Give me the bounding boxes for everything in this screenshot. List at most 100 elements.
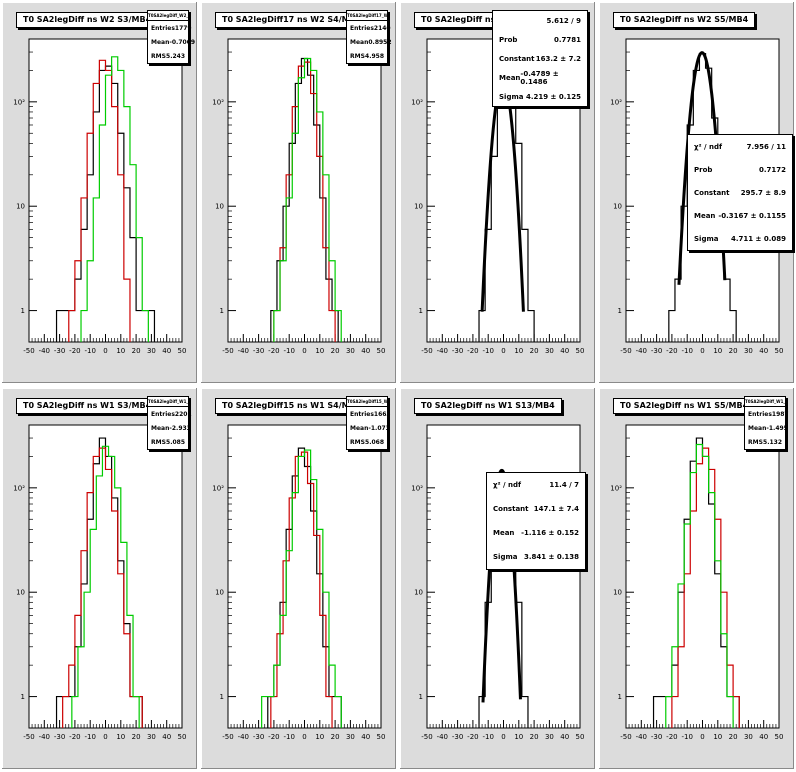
fit-value: 4.711 ± 0.089 xyxy=(730,234,786,243)
stats-row: Entries 1779 xyxy=(148,21,192,35)
y-tick-label: 10 xyxy=(414,589,423,597)
y-tick-label: 10 xyxy=(16,203,25,211)
histogram-series xyxy=(273,57,342,342)
stats-row: RMS 5.085 xyxy=(148,435,188,449)
fit-row: Constant 295.7 ± 8.9 xyxy=(688,181,792,204)
x-tick-label: 0 xyxy=(103,733,107,741)
x-tick-label: -10 xyxy=(681,733,692,741)
x-tick-label: -50 xyxy=(222,347,233,355)
x-tick-label: 0 xyxy=(700,347,704,355)
x-tick-label: -20 xyxy=(666,733,677,741)
x-tick-label: -30 xyxy=(54,347,65,355)
fit-row: Prob 0.7172 xyxy=(688,158,792,181)
y-tick-label: 10 xyxy=(613,589,622,597)
y-tick-label: 10² xyxy=(411,98,423,106)
x-tick-label: 20 xyxy=(132,733,141,741)
x-tick-label: 0 xyxy=(302,347,306,355)
histogram-plot: -50 -40 -30 -20 -10 0 10 20 30 40 50 1 10 10² xyxy=(212,424,386,741)
histogram-series xyxy=(671,447,740,728)
x-tick-label: -10 xyxy=(482,347,493,355)
y-tick-label: 10² xyxy=(212,484,224,492)
x-tick-label: 40 xyxy=(162,733,171,741)
x-tick-label: -10 xyxy=(84,733,95,741)
fit-value: 3.841 ± 0.138 xyxy=(523,553,579,561)
x-tick-label: -20 xyxy=(467,733,478,741)
plot-frame xyxy=(28,424,183,729)
fit-results-box: 5.612 / 9 Prob 0.7781 Constant 163.2 ± 7.2 Me… xyxy=(492,10,588,107)
fit-value: 4.219 ± 0.125 xyxy=(525,92,581,101)
y-tick-label: 10² xyxy=(610,484,622,492)
fit-value: 0.7172 xyxy=(758,165,786,174)
x-tick-label: 10 xyxy=(713,347,722,355)
fit-row: Sigma 4.219 ± 0.125 xyxy=(493,87,587,106)
x-tick-label: 10 xyxy=(116,733,125,741)
fit-value: -1.116 ± 0.152 xyxy=(521,529,579,537)
x-tick-label: 0 xyxy=(501,347,505,355)
stats-box: T0SA2legDiff_W1_S5_MB4Entries1987Mean-1.… xyxy=(744,396,789,450)
x-tick-label: -40 xyxy=(636,733,647,741)
stats-row: RMS 5.068 xyxy=(347,435,387,449)
x-tick-label: -40 xyxy=(636,347,647,355)
fit-label: χ² / ndf xyxy=(493,481,522,489)
stats-value: 5.243 xyxy=(166,52,185,60)
x-tick-label: 40 xyxy=(759,733,768,741)
stats-value: 0.8952 xyxy=(368,38,392,46)
x-tick-label: -40 xyxy=(39,733,50,741)
histogram-pad: -50 -40 -30 -20 -10 0 10 20 30 40 50 1 10 10² T0 SA2le… xyxy=(399,1,596,384)
x-tick-label: 20 xyxy=(530,733,539,741)
stats-row: Mean -0.7069 xyxy=(148,35,195,49)
stats-label: RMS xyxy=(151,52,166,60)
x-tick-label: 50 xyxy=(178,733,187,741)
stats-value: 2201 xyxy=(174,410,192,418)
y-tick-label: 10² xyxy=(212,98,224,106)
fit-row: 5.612 / 9 xyxy=(493,11,587,30)
x-tick-label: 30 xyxy=(744,347,753,355)
histogram-title: T0 SA2legDiff ns W2 S5/MB4 xyxy=(613,12,756,28)
fit-label: Sigma xyxy=(694,234,719,243)
x-tick-label: -20 xyxy=(69,733,80,741)
histogram-title: T0 SA2legDiff ns W1 S5/MB4 xyxy=(613,398,756,414)
x-tick-label: 50 xyxy=(775,347,784,355)
fit-label: Constant xyxy=(493,505,529,513)
stats-value: -1.495 xyxy=(766,424,788,432)
stats-value: -2.933 xyxy=(169,424,191,432)
y-tick-label: 10² xyxy=(13,484,25,492)
fit-value: -0.4789 ± 0.1486 xyxy=(520,69,559,86)
stats-header: T0SA2legDiff15_W1_S4_MB4 xyxy=(347,397,387,407)
y-tick-label: 1 xyxy=(618,693,622,701)
x-tick-label: -50 xyxy=(620,733,631,741)
fit-row: Sigma 4.711 ± 0.089 xyxy=(688,227,792,250)
x-tick-label: -30 xyxy=(452,347,463,355)
x-tick-label: -50 xyxy=(222,733,233,741)
x-tick-label: -40 xyxy=(39,347,50,355)
x-tick-label: 30 xyxy=(346,733,355,741)
x-tick-label: -10 xyxy=(482,733,493,741)
y-tick-label: 10 xyxy=(613,203,622,211)
fit-label: χ² / ndf xyxy=(694,142,723,151)
histogram-plot: -50 -40 -30 -20 -10 0 10 20 30 40 50 1 10 10² xyxy=(13,424,187,741)
histogram-series xyxy=(62,447,143,728)
fit-row: Constant 163.2 ± 7.2 xyxy=(493,49,587,68)
x-tick-label: -20 xyxy=(268,347,279,355)
x-tick-label: 50 xyxy=(576,733,585,741)
x-tick-label: 10 xyxy=(514,347,523,355)
x-tick-label: -30 xyxy=(253,347,264,355)
stats-value: 1779 xyxy=(174,24,192,32)
stats-row: Entries 2201 xyxy=(148,407,192,421)
histogram-plot: -50 -40 -30 -20 -10 0 10 20 30 40 50 1 10 10² xyxy=(212,38,385,355)
y-tick-label: 1 xyxy=(21,693,25,701)
fit-row: χ² / ndf 7.956 / 11 xyxy=(688,135,792,158)
x-tick-label: 50 xyxy=(178,347,187,355)
stats-value: 5.068 xyxy=(365,438,384,446)
x-tick-label: -10 xyxy=(283,347,294,355)
x-tick-label: -10 xyxy=(84,347,95,355)
stats-header: T0SA2legDiff17_W2_S4_MB4 xyxy=(347,11,387,21)
x-tick-label: -20 xyxy=(467,347,478,355)
fit-row: Mean -1.116 ± 0.152 xyxy=(487,521,585,545)
fit-results-box: χ² / ndf 7.956 / 11 Prob 0.7172 Constant 295.… xyxy=(687,134,793,251)
x-tick-label: 50 xyxy=(377,733,386,741)
fit-row: Mean -0.3167 ± 0.1155 xyxy=(688,204,792,227)
x-tick-label: 40 xyxy=(560,733,569,741)
stats-value: 1663 xyxy=(373,410,391,418)
stats-header: T0SA2legDiff_W2_S3_MB4 xyxy=(148,11,188,21)
